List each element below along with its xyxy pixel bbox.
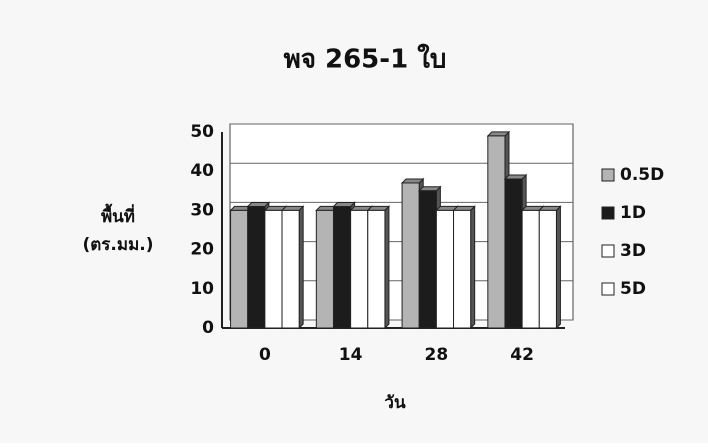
bar-top <box>248 202 269 206</box>
bar-top <box>539 206 560 210</box>
bar <box>505 179 522 328</box>
bar <box>488 136 505 328</box>
y-tick-label: 10 <box>190 279 214 299</box>
bar-top <box>454 206 475 210</box>
x-tick-label: 0 <box>259 345 271 365</box>
bar-side <box>556 206 560 328</box>
bar <box>282 210 299 328</box>
bar <box>419 191 436 328</box>
bar-top <box>402 179 423 183</box>
chart-title: พจ 265-1 ใบ <box>284 44 447 75</box>
y-tick-label: 40 <box>190 161 214 181</box>
legend-label: 0.5D <box>620 165 664 185</box>
bar <box>522 210 539 328</box>
x-tick-label: 28 <box>425 345 449 365</box>
legend-swatch <box>602 245 614 257</box>
bar <box>402 183 419 328</box>
y-tick-label: 0 <box>202 318 214 338</box>
y-axis-label: (ตร.มม.) <box>82 235 153 255</box>
y-tick-label: 50 <box>190 122 214 142</box>
x-tick-label: 42 <box>510 345 534 365</box>
bar <box>265 210 282 328</box>
bar <box>436 210 453 328</box>
y-axis-label: พื้นที่ <box>101 203 135 227</box>
bar-top <box>333 202 354 206</box>
bar <box>316 210 333 328</box>
bar <box>368 210 385 328</box>
bar <box>454 210 471 328</box>
bar-top <box>282 206 303 210</box>
legend-label: 1D <box>620 203 646 223</box>
bar-top <box>505 175 526 179</box>
chart: พจ 265-1 ใบ พื้นที่ (ตร.มม.) วัน 0 10 20 30… <box>0 0 708 443</box>
x-tick-label: 14 <box>339 345 363 365</box>
bar-top <box>368 206 389 210</box>
y-tick-label: 30 <box>190 200 214 220</box>
y-tick-label: 20 <box>190 240 214 260</box>
bar-side <box>385 206 389 328</box>
bar <box>539 210 556 328</box>
bar-side <box>471 206 475 328</box>
legend-label: 5D <box>620 279 646 299</box>
bar <box>231 210 248 328</box>
bar <box>333 206 350 328</box>
legend-swatch <box>602 207 614 219</box>
bar-top <box>419 187 440 191</box>
bar-side <box>299 206 303 328</box>
legend-label: 3D <box>620 241 646 261</box>
bar <box>248 206 265 328</box>
legend-swatch <box>602 169 614 181</box>
legend-swatch <box>602 283 614 295</box>
x-axis-label: วัน <box>384 393 406 413</box>
bar <box>351 210 368 328</box>
bar-top <box>488 132 509 136</box>
